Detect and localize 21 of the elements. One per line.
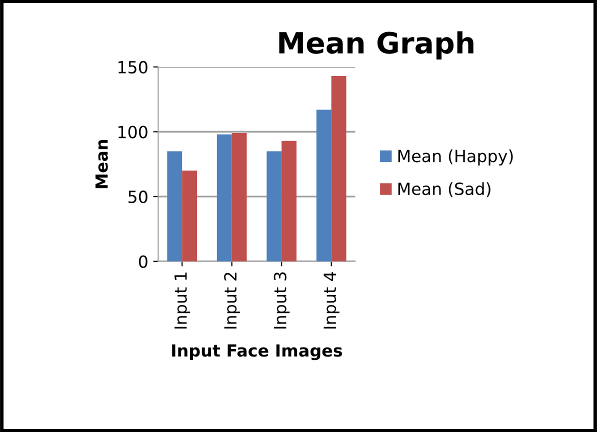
chart-title: Mean Graph [279,31,474,60]
y-tick-label: 100 [118,126,148,138]
bar [282,140,297,262]
legend-label: Mean (Happy) [398,149,513,166]
bar [232,133,247,262]
x-axis-title: Input Face Images [172,344,342,360]
bar [182,170,198,262]
y-tick-label: 150 [118,60,148,74]
x-tick-label: Input 1 [174,272,190,329]
y-tick-label: 0 [138,255,148,268]
x-tick-label: Input 2 [224,272,240,329]
x-tick-label: Input 4 [324,272,340,329]
bar [167,151,182,262]
bar [266,151,282,262]
bar [216,134,232,262]
y-tick-label: 50 [128,190,148,204]
bar [331,76,346,262]
bar [316,110,332,262]
y-axis-title: Mean [96,140,108,188]
legend-label: Mean (Sad) [398,182,490,198]
x-tick-label: Input 3 [274,272,290,329]
